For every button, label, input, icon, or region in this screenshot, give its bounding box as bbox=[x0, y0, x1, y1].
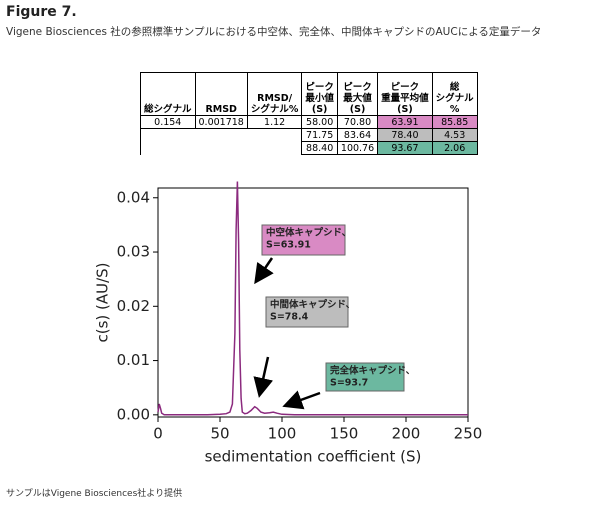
table-cell: 93.67 bbox=[377, 141, 433, 155]
x-tick-label: 50 bbox=[210, 425, 229, 443]
table-cell: 2.06 bbox=[431, 141, 478, 155]
annotation-text: S=93.7 bbox=[330, 378, 368, 389]
header-line: (S) bbox=[311, 104, 328, 115]
x-axis-label: sedimentation coefficient (S) bbox=[205, 448, 422, 466]
header-line: 総 bbox=[449, 82, 460, 93]
annotation-box bbox=[261, 224, 346, 256]
table-cell: 4.53 bbox=[431, 128, 478, 142]
header-line: (S) bbox=[397, 104, 413, 115]
header-line: ピーク bbox=[343, 82, 372, 93]
header-row: 総シグナル RMSD RMSD/シグナル% ピーク 最小値 (S) ピーク 最大値 (S) ピーク… bbox=[140, 72, 478, 116]
empty-cell bbox=[139, 128, 303, 142]
arrow bbox=[282, 390, 321, 410]
header-line: 重量平均値 bbox=[381, 93, 429, 104]
table-cell: 0.001718 bbox=[194, 115, 248, 129]
header-line: (S) bbox=[349, 104, 366, 115]
table-row: 71.75 83.64 78.40 4.53 bbox=[139, 128, 478, 142]
header-cell: 総シグナル% bbox=[431, 72, 478, 116]
header-line: シグナル bbox=[435, 93, 474, 104]
header-line: 最小値 bbox=[305, 93, 334, 104]
annotation-text: 中間体キャプシド、 bbox=[270, 299, 355, 311]
arrow bbox=[253, 356, 274, 398]
x-tick-label: 0 bbox=[153, 425, 163, 443]
header-line: ピーク bbox=[390, 82, 420, 93]
annotation-text: S=78.4 bbox=[270, 312, 309, 323]
header-line: 総シグナル bbox=[144, 104, 192, 115]
header-line: RMSD/ bbox=[257, 93, 293, 104]
table-cell: 100.76 bbox=[336, 141, 379, 155]
table-row: 0.154 0.001718 1.12 58.00 70.80 63.91 85.85 bbox=[140, 115, 478, 129]
header-line: 最大値 bbox=[343, 93, 372, 104]
header-line: % bbox=[449, 104, 460, 115]
y-tick-label: 0.04 bbox=[117, 188, 150, 206]
header-cell: RMSD bbox=[194, 72, 248, 116]
y-tick-label: 0.02 bbox=[117, 297, 150, 315]
empty-cell bbox=[139, 141, 303, 155]
y-tick-label: 0.01 bbox=[117, 351, 150, 369]
header-line: RMSD bbox=[205, 104, 237, 115]
y-tick-label: 0.00 bbox=[117, 405, 150, 423]
x-tick-label: 200 bbox=[392, 425, 421, 443]
x-tick-label: 150 bbox=[330, 425, 359, 443]
header-line: ピーク bbox=[305, 82, 334, 93]
figure-label: Figure 7. bbox=[6, 4, 77, 20]
x-tick-label: 100 bbox=[268, 425, 297, 443]
footnote: サンプルはVigene Biosciences社より提供 bbox=[6, 489, 183, 499]
subtitle: Vigene Biosciences 社の参照標準サンプルにおける中空体、完全体… bbox=[6, 26, 542, 38]
header-line: シグナル% bbox=[250, 104, 299, 115]
header-cell: 総シグナル bbox=[140, 72, 196, 116]
arrow bbox=[254, 257, 274, 285]
table-row: 88.40 100.76 93.67 2.06 bbox=[139, 141, 478, 155]
data-table: 総シグナル RMSD RMSD/シグナル% ピーク 最小値 (S) ピーク 最大値 (S) ピーク… bbox=[139, 72, 478, 155]
y-axis-label: c(s) (AU/S) bbox=[94, 262, 112, 342]
annotation-text: 完全体キャプシド、 bbox=[330, 365, 415, 377]
annotation-box bbox=[325, 362, 405, 392]
data-line bbox=[157, 181, 468, 416]
header-cell: ピーク 最大値 (S) bbox=[336, 72, 379, 116]
annotation-text: 中空体キャプシド、 bbox=[266, 227, 351, 239]
annotation-text: S=63.91 bbox=[266, 240, 311, 251]
y-tick-label: 0.03 bbox=[117, 243, 150, 261]
x-tick-label: 250 bbox=[454, 425, 483, 443]
table-cell: 1.12 bbox=[246, 115, 303, 129]
plot-frame bbox=[157, 187, 469, 418]
table-cell: 63.91 bbox=[377, 115, 433, 129]
annotation-box bbox=[265, 296, 349, 328]
